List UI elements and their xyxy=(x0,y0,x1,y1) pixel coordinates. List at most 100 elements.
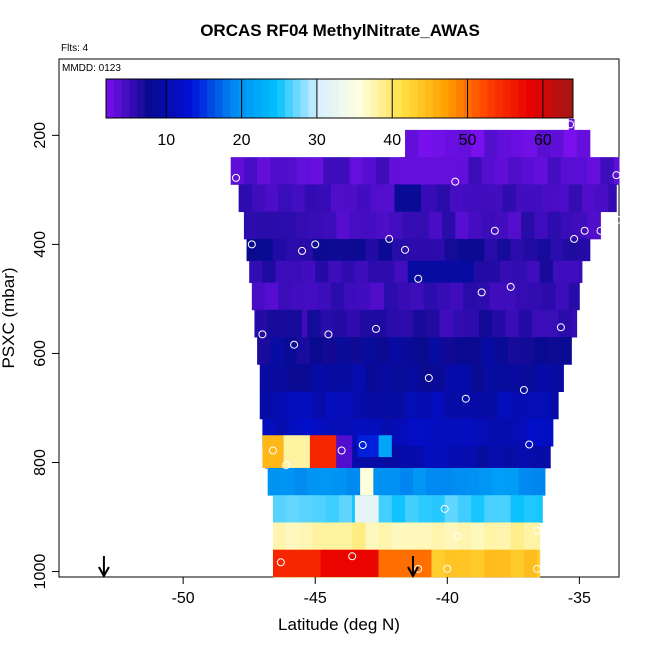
x-axis-label: Latitude (deg N) xyxy=(278,615,400,634)
sample-point xyxy=(570,234,579,243)
heatmap-cell xyxy=(336,337,350,365)
heatmap-cell xyxy=(428,211,443,240)
heatmap-cell xyxy=(331,282,345,311)
colorbar-segment xyxy=(549,79,558,118)
heatmap-cell xyxy=(362,337,377,365)
heatmap-cell xyxy=(436,282,451,311)
colorbar-frame xyxy=(105,78,574,119)
heatmap-cell xyxy=(515,184,530,213)
heatmap-cell xyxy=(484,549,498,578)
sample-point xyxy=(525,440,534,449)
heatmap-cell xyxy=(254,309,269,338)
colorbar-segment xyxy=(510,79,520,118)
heatmap-cell xyxy=(280,467,295,496)
heatmap-cell xyxy=(399,467,414,496)
heatmap-cell xyxy=(296,211,311,240)
heatmap-cells xyxy=(230,118,620,578)
heatmap-cell xyxy=(299,495,313,523)
heatmap-cell xyxy=(339,238,353,262)
heatmap-cell xyxy=(523,495,538,523)
heatmap-patch xyxy=(378,549,432,577)
heatmap-cell xyxy=(402,211,417,240)
heatmap-cell xyxy=(272,238,287,262)
sample-points xyxy=(231,120,622,573)
heatmap-cell xyxy=(497,238,512,262)
heatmap-cell xyxy=(455,211,469,240)
sample-point xyxy=(311,240,320,249)
heatmap-cell xyxy=(542,184,557,213)
heatmap-cell xyxy=(259,238,274,262)
colorbar-segment xyxy=(253,79,263,118)
down-arrow-icon xyxy=(407,556,419,579)
colorbar-segment xyxy=(183,79,193,118)
heatmap-cell xyxy=(457,549,472,578)
heatmap-cell xyxy=(439,467,453,496)
sample-point xyxy=(337,446,346,455)
heatmap-cell xyxy=(426,309,440,338)
date-label: MMDD: 0123 xyxy=(62,63,121,74)
colorbar-segment xyxy=(347,79,356,118)
heatmap-cell xyxy=(296,337,311,365)
heatmap-cell xyxy=(471,238,485,262)
heatmap-cell xyxy=(312,522,327,551)
heatmap-cell xyxy=(457,495,472,523)
sample-point xyxy=(414,564,423,573)
heatmap-cell xyxy=(508,157,522,185)
heatmap-cell xyxy=(497,391,512,420)
heatmap-cell xyxy=(283,211,298,240)
heatmap-cell xyxy=(574,211,588,240)
heatmap-cell xyxy=(537,495,543,523)
sample-point xyxy=(424,373,433,382)
heatmap-cell xyxy=(560,211,575,240)
colorbar-segment xyxy=(432,79,442,118)
heatmap-cell xyxy=(389,337,403,365)
colorbar-segment xyxy=(440,79,449,118)
heatmap-cell xyxy=(394,260,409,283)
heatmap-cell xyxy=(418,522,432,551)
colorbar-segment xyxy=(355,79,364,118)
heatmap-cell xyxy=(368,260,382,283)
heatmap-cell xyxy=(352,391,366,420)
heatmap-cell xyxy=(563,129,578,158)
heatmap-cell xyxy=(286,495,300,523)
heatmap-cell xyxy=(272,364,287,393)
heatmap-cell xyxy=(352,364,366,393)
heatmap-cell xyxy=(251,184,266,213)
heatmap-cell xyxy=(309,211,324,240)
colorbar-segment xyxy=(113,79,123,118)
heatmap-cell xyxy=(521,337,535,365)
heatmap-cell xyxy=(391,238,406,262)
heatmap-patch xyxy=(394,184,421,212)
heatmap-cell xyxy=(243,211,258,240)
heatmap-cell xyxy=(537,549,541,578)
heatmap-cell xyxy=(526,418,541,447)
heatmap-cell xyxy=(328,260,343,283)
heatmap-cell xyxy=(323,157,337,185)
heatmap-cell xyxy=(471,495,485,523)
colorbar-tick-label: 30 xyxy=(308,132,326,149)
sample-point xyxy=(453,532,462,541)
heatmap-cell xyxy=(339,364,353,393)
heatmap-cell xyxy=(402,337,417,365)
heatmap-cell xyxy=(436,446,451,469)
colorbar-segment xyxy=(222,79,232,118)
heatmap-cell xyxy=(484,129,498,158)
heatmap-cell xyxy=(484,364,498,393)
heatmap-cell xyxy=(582,184,596,213)
heatmap-cell xyxy=(576,238,591,262)
down-arrow-icon xyxy=(98,556,110,579)
heatmap-cell xyxy=(309,337,324,365)
colorbar-segment xyxy=(479,79,488,118)
heatmap-cell xyxy=(452,309,467,338)
heatmap-cell xyxy=(291,282,306,311)
heatmap-cell xyxy=(272,522,287,551)
x-tick-label: -40 xyxy=(436,590,459,607)
heatmap-cell xyxy=(497,364,512,393)
heatmap-cell xyxy=(257,211,271,240)
heatmap-cell xyxy=(613,157,620,185)
heatmap-cell xyxy=(246,238,261,262)
heatmap-cell xyxy=(286,238,300,262)
heatmap-cell xyxy=(270,337,284,365)
colorbar-segment xyxy=(471,79,481,118)
heatmap-cell xyxy=(566,260,580,283)
